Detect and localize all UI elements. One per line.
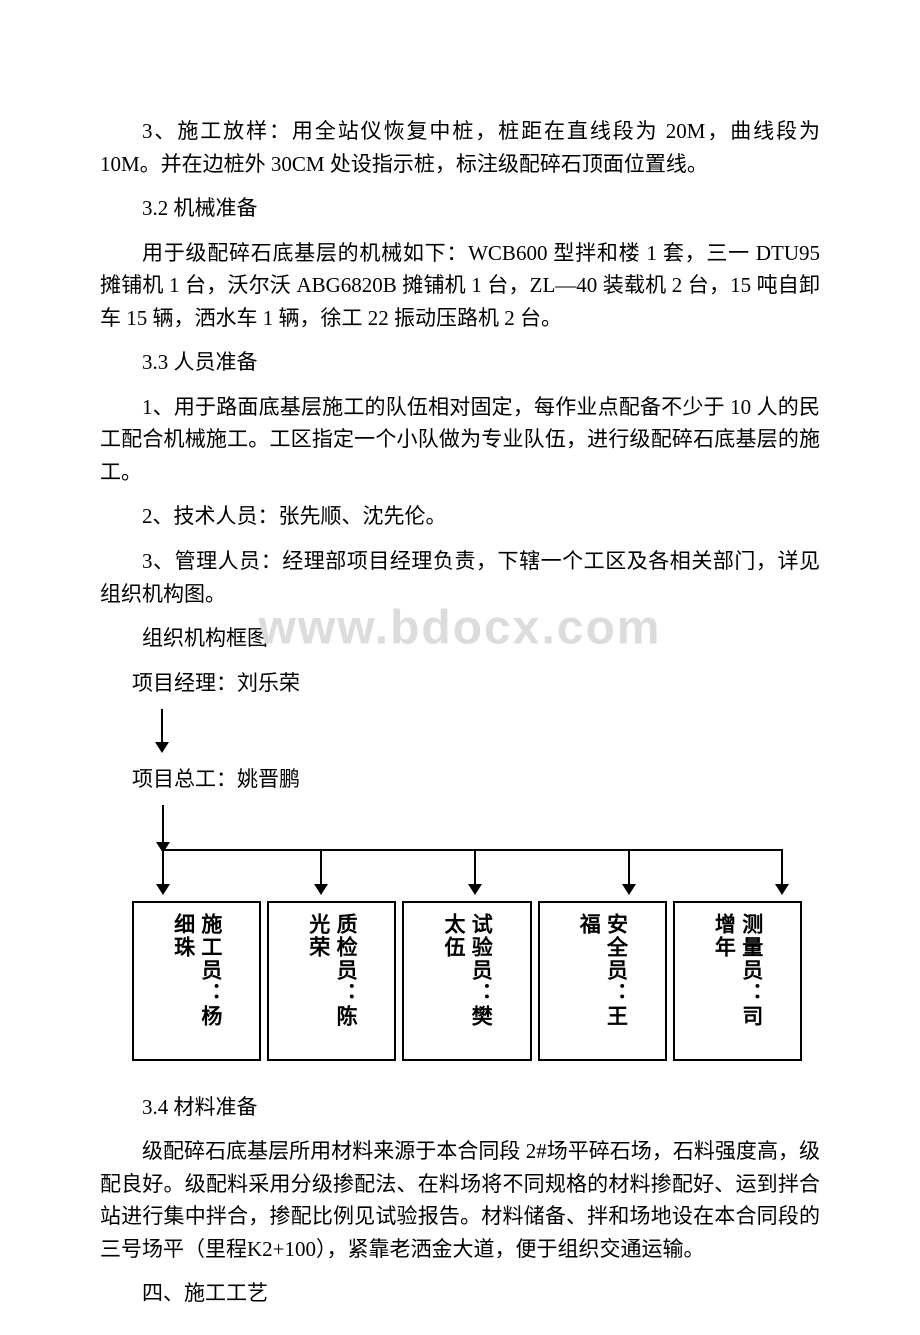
- connector-branch: [628, 849, 630, 887]
- connector-branch: [781, 849, 783, 887]
- ce-name: 姚晋鹏: [237, 767, 300, 791]
- org-role-label: 试验员：樊太伍: [440, 913, 495, 1049]
- org-chart-connector: [152, 799, 792, 899]
- heading-construction-process: 四、施工工艺: [100, 1277, 820, 1310]
- pm-label: 项目经理：: [132, 671, 237, 695]
- org-role-label: 质检员：陈光荣: [305, 913, 360, 1049]
- org-role-label: 测量员：司增年: [710, 913, 765, 1049]
- org-role-label: 安全员：王 福: [575, 913, 630, 1049]
- paragraph-personnel-3: 3、管理人员：经理部项目经理负责，下辖一个工区及各相关部门，详见组织机构图。: [100, 545, 820, 610]
- connector-branch: [162, 849, 164, 887]
- pm-name: 刘乐荣: [237, 671, 300, 695]
- heading-machinery-prep: 3.2 机械准备: [100, 192, 820, 225]
- heading-org-chart: 组织机构框图: [100, 622, 820, 655]
- org-role-box: 施工员：杨细珠: [132, 901, 261, 1061]
- paragraph-material: 级配碎石底基层所用材料来源于本合同段 2#场平碎石场，石料强度高，级配良好。级配…: [100, 1135, 820, 1265]
- heading-personnel-prep: 3.3 人员准备: [100, 346, 820, 379]
- org-chart-diagram: 项目经理：刘乐荣 项目总工：姚晋鹏 施工员：杨细珠 质检员：陈光荣 试验员：樊太伍 安…: [132, 667, 820, 1061]
- paragraph-machinery: 用于级配碎石底基层的机械如下：WCB600 型拌和楼 1 套，三一 DTU95 …: [100, 237, 820, 335]
- connector-horizontal: [162, 849, 781, 851]
- paragraph-personnel-2: 2、技术人员：张先顺、沈先伦。: [100, 500, 820, 533]
- connector-branch: [320, 849, 322, 887]
- org-role-box: 测量员：司增年: [673, 901, 802, 1061]
- heading-material-prep: 3.4 材料准备: [100, 1091, 820, 1124]
- org-role-boxes: 施工员：杨细珠 质检员：陈光荣 试验员：樊太伍 安全员：王 福 测量员：司增年: [132, 901, 802, 1061]
- project-manager-row: 项目经理：刘乐荣: [132, 667, 820, 697]
- chief-engineer-row: 项目总工：姚晋鹏: [132, 763, 820, 793]
- ce-label: 项目总工：: [132, 767, 237, 791]
- paragraph-personnel-1: 1、用于路面底基层施工的队伍相对固定，每作业点配备不少于 10 人的民工配合机械…: [100, 391, 820, 489]
- arrow-down-icon: [152, 703, 172, 755]
- paragraph-surveying: 3、施工放样：用全站仪恢复中桩，桩距在直线段为 20M，曲线段为 10M。并在边…: [100, 115, 820, 180]
- connector-top-arrow: [162, 805, 164, 845]
- connector-branch: [474, 849, 476, 887]
- org-role-label: 施工员：杨细珠: [169, 913, 224, 1049]
- org-role-box: 试验员：樊太伍: [402, 901, 531, 1061]
- org-role-box: 安全员：王 福: [538, 901, 667, 1061]
- org-role-box: 质检员：陈光荣: [267, 901, 396, 1061]
